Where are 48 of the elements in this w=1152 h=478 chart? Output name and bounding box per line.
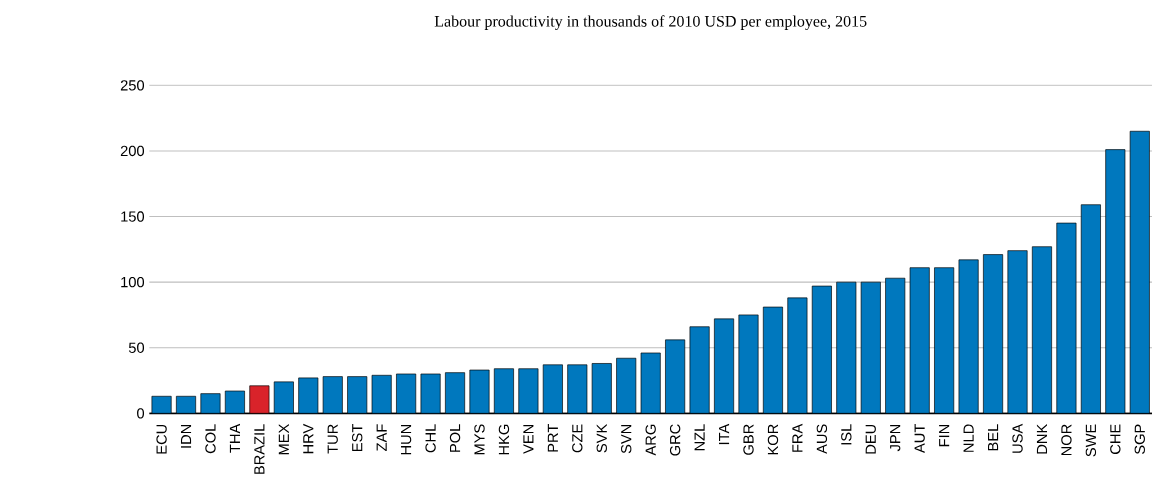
- x-tick-label: CZE: [572, 424, 583, 453]
- x-tick-label: MYS: [474, 424, 485, 455]
- x-tick-label: SGP: [1134, 424, 1145, 455]
- x-tick-label: GBR: [743, 424, 754, 455]
- x-tick-label: VEN: [523, 424, 534, 454]
- x-tick-label: HUN: [401, 424, 412, 455]
- x-tick-label: BEL: [988, 424, 999, 451]
- y-tick-label: 100: [121, 276, 145, 288]
- x-tick-label: JPN: [890, 424, 901, 452]
- x-tick-label: SVK: [596, 423, 607, 453]
- x-tick-label: ARG: [645, 424, 656, 456]
- x-tick-label: ISL: [841, 424, 852, 445]
- x-tick-label: BRAZIL: [254, 424, 265, 474]
- x-tick-label: CHE: [1110, 424, 1121, 454]
- x-tick-label: AUT: [914, 424, 925, 454]
- x-tick-label: POL: [449, 424, 461, 452]
- x-tick-label: NLD: [963, 424, 974, 452]
- x-tick-label: ECU: [156, 424, 167, 454]
- y-tick-label: 150: [121, 211, 145, 222]
- x-tick-label: KOR: [767, 424, 779, 455]
- x-tick-label: ITA: [719, 423, 730, 445]
- x-tick-label: DEU: [865, 424, 876, 454]
- x-tick-label: IDN: [180, 424, 192, 448]
- x-tick-label: NZL: [694, 424, 705, 451]
- x-tick-label: COL: [205, 424, 216, 454]
- x-tick-label: THA: [229, 423, 240, 453]
- x-tick-label: AUS: [816, 424, 828, 454]
- x-tick-label: CHL: [425, 424, 436, 453]
- x-tick-label: GRC: [669, 424, 681, 456]
- x-tick-label: HRV: [303, 423, 314, 454]
- x-tick-label: NOR: [1061, 424, 1072, 456]
- x-tick-label: DNK: [1036, 423, 1048, 454]
- x-tick-label: EST: [352, 424, 363, 452]
- x-tick-label: TUR: [327, 424, 338, 454]
- y-tick-label: 0: [137, 408, 145, 419]
- y-tick-label: 250: [120, 80, 145, 91]
- x-tick-label: FIN: [939, 424, 950, 447]
- x-tick-label: SWE: [1085, 424, 1097, 457]
- x-tick-label: PRT: [547, 424, 558, 452]
- chart-title: Labour productivity in thousands of 2010 USD per employee, 2015: [434, 15, 867, 30]
- x-tick-label: MEX: [278, 424, 289, 455]
- x-tick-label: HKG: [498, 424, 510, 455]
- x-tick-label: FRA: [792, 423, 803, 452]
- y-tick-label: 50: [128, 342, 145, 353]
- x-tick-label: SVN: [621, 424, 632, 454]
- y-tick-label: 200: [120, 145, 145, 157]
- x-tick-label: USA: [1012, 423, 1023, 453]
- x-tick-label: ZAF: [376, 424, 387, 451]
